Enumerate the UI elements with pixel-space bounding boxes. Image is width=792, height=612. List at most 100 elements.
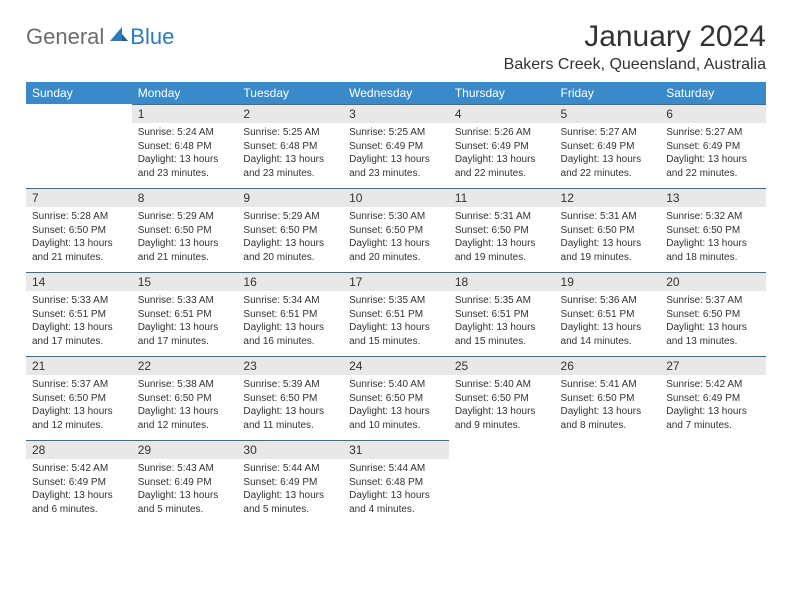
sunrise-line: Sunrise: 5:44 AM bbox=[243, 462, 337, 476]
sunset-line: Sunset: 6:49 PM bbox=[561, 140, 655, 154]
day-number: 30 bbox=[237, 440, 343, 459]
day-details: Sunrise: 5:41 AMSunset: 6:50 PMDaylight:… bbox=[555, 375, 661, 438]
logo: General Blue bbox=[26, 20, 174, 50]
calendar-cell: 20Sunrise: 5:37 AMSunset: 6:50 PMDayligh… bbox=[660, 272, 766, 356]
calendar-cell: 26Sunrise: 5:41 AMSunset: 6:50 PMDayligh… bbox=[555, 356, 661, 440]
daylight-line: Daylight: 13 hours and 21 minutes. bbox=[138, 237, 232, 264]
calendar-cell: 13Sunrise: 5:32 AMSunset: 6:50 PMDayligh… bbox=[660, 188, 766, 272]
day-number: 19 bbox=[555, 272, 661, 291]
daylight-line: Daylight: 13 hours and 7 minutes. bbox=[666, 405, 760, 432]
sunset-line: Sunset: 6:50 PM bbox=[32, 392, 126, 406]
calendar-cell: 11Sunrise: 5:31 AMSunset: 6:50 PMDayligh… bbox=[449, 188, 555, 272]
sunrise-line: Sunrise: 5:25 AM bbox=[349, 126, 443, 140]
sunset-line: Sunset: 6:51 PM bbox=[455, 308, 549, 322]
sunrise-line: Sunrise: 5:30 AM bbox=[349, 210, 443, 224]
day-details: Sunrise: 5:30 AMSunset: 6:50 PMDaylight:… bbox=[343, 207, 449, 270]
day-details: Sunrise: 5:31 AMSunset: 6:50 PMDaylight:… bbox=[449, 207, 555, 270]
sunset-line: Sunset: 6:51 PM bbox=[349, 308, 443, 322]
calendar-cell: 25Sunrise: 5:40 AMSunset: 6:50 PMDayligh… bbox=[449, 356, 555, 440]
day-details: Sunrise: 5:42 AMSunset: 6:49 PMDaylight:… bbox=[26, 459, 132, 522]
day-details: Sunrise: 5:28 AMSunset: 6:50 PMDaylight:… bbox=[26, 207, 132, 270]
sunrise-line: Sunrise: 5:27 AM bbox=[561, 126, 655, 140]
daylight-line: Daylight: 13 hours and 17 minutes. bbox=[138, 321, 232, 348]
sunrise-line: Sunrise: 5:36 AM bbox=[561, 294, 655, 308]
daylight-line: Daylight: 13 hours and 14 minutes. bbox=[561, 321, 655, 348]
daylight-line: Daylight: 13 hours and 15 minutes. bbox=[349, 321, 443, 348]
sunrise-line: Sunrise: 5:24 AM bbox=[138, 126, 232, 140]
daylight-line: Daylight: 13 hours and 20 minutes. bbox=[349, 237, 443, 264]
daylight-line: Daylight: 13 hours and 13 minutes. bbox=[666, 321, 760, 348]
calendar-cell bbox=[26, 104, 132, 188]
day-details: Sunrise: 5:35 AMSunset: 6:51 PMDaylight:… bbox=[449, 291, 555, 354]
calendar-week-row: 21Sunrise: 5:37 AMSunset: 6:50 PMDayligh… bbox=[26, 356, 766, 440]
daylight-line: Daylight: 13 hours and 22 minutes. bbox=[455, 153, 549, 180]
sunrise-line: Sunrise: 5:38 AM bbox=[138, 378, 232, 392]
calendar-cell: 30 Sunrise: 5:44 AMSunset: 6:49 PMDayligh… bbox=[237, 440, 343, 524]
calendar-head: SundayMondayTuesdayWednesdayThursdayFrid… bbox=[26, 82, 766, 104]
calendar-cell: 2Sunrise: 5:25 AMSunset: 6:48 PMDaylight… bbox=[237, 104, 343, 188]
sunset-line: Sunset: 6:49 PM bbox=[666, 140, 760, 154]
day-number: 25 bbox=[449, 356, 555, 375]
logo-text-gray: General bbox=[26, 24, 104, 50]
sunset-line: Sunset: 6:49 PM bbox=[138, 476, 232, 490]
calendar-cell bbox=[449, 440, 555, 524]
daylight-line: Daylight: 13 hours and 22 minutes. bbox=[666, 153, 760, 180]
daylight-line: Daylight: 13 hours and 10 minutes. bbox=[349, 405, 443, 432]
day-number: 3 bbox=[343, 104, 449, 123]
daylight-line: Daylight: 13 hours and 16 minutes. bbox=[243, 321, 337, 348]
day-number: 27 bbox=[660, 356, 766, 375]
day-number: 2 bbox=[237, 104, 343, 123]
calendar-cell: 22Sunrise: 5:38 AMSunset: 6:50 PMDayligh… bbox=[132, 356, 238, 440]
daylight-line: Daylight: 13 hours and 5 minutes. bbox=[243, 489, 337, 516]
daylight-line: Daylight: 13 hours and 15 minutes. bbox=[455, 321, 549, 348]
day-number: 26 bbox=[555, 356, 661, 375]
calendar-cell: 29Sunrise: 5:43 AMSunset: 6:49 PMDayligh… bbox=[132, 440, 238, 524]
calendar-cell: 1Sunrise: 5:24 AMSunset: 6:48 PMDaylight… bbox=[132, 104, 238, 188]
calendar-cell: 18Sunrise: 5:35 AMSunset: 6:51 PMDayligh… bbox=[449, 272, 555, 356]
sunrise-line: Sunrise: 5:42 AM bbox=[666, 378, 760, 392]
sunset-line: Sunset: 6:50 PM bbox=[243, 392, 337, 406]
sunrise-line: Sunrise: 5:27 AM bbox=[666, 126, 760, 140]
day-details: Sunrise: 5:27 AMSunset: 6:49 PMDaylight:… bbox=[555, 123, 661, 186]
day-number: 14 bbox=[26, 272, 132, 291]
sunrise-line: Sunrise: 5:37 AM bbox=[666, 294, 760, 308]
sunset-line: Sunset: 6:50 PM bbox=[32, 224, 126, 238]
sunset-line: Sunset: 6:49 PM bbox=[243, 476, 337, 490]
day-number: 15 bbox=[132, 272, 238, 291]
day-details: Sunrise: 5:44 AMSunset: 6:48 PMDaylight:… bbox=[343, 459, 449, 522]
calendar-cell: 28Sunrise: 5:42 AMSunset: 6:49 PMDayligh… bbox=[26, 440, 132, 524]
calendar-cell: 16Sunrise: 5:34 AMSunset: 6:51 PMDayligh… bbox=[237, 272, 343, 356]
calendar-cell: 9Sunrise: 5:29 AMSunset: 6:50 PMDaylight… bbox=[237, 188, 343, 272]
sunset-line: Sunset: 6:49 PM bbox=[455, 140, 549, 154]
daylight-line: Daylight: 13 hours and 18 minutes. bbox=[666, 237, 760, 264]
day-details: Sunrise: 5:29 AMSunset: 6:50 PMDaylight:… bbox=[132, 207, 238, 270]
sunset-line: Sunset: 6:50 PM bbox=[138, 224, 232, 238]
day-details: Sunrise: 5:37 AMSunset: 6:50 PMDaylight:… bbox=[660, 291, 766, 354]
daylight-line: Daylight: 13 hours and 17 minutes. bbox=[32, 321, 126, 348]
daylight-line: Daylight: 13 hours and 22 minutes. bbox=[561, 153, 655, 180]
day-details: Sunrise: 5:33 AMSunset: 6:51 PMDaylight:… bbox=[132, 291, 238, 354]
calendar-cell: 3Sunrise: 5:25 AMSunset: 6:49 PMDaylight… bbox=[343, 104, 449, 188]
day-number: 31 bbox=[343, 440, 449, 459]
sunset-line: Sunset: 6:51 PM bbox=[561, 308, 655, 322]
day-details: Sunrise: 5:37 AMSunset: 6:50 PMDaylight:… bbox=[26, 375, 132, 438]
sunrise-line: Sunrise: 5:33 AM bbox=[138, 294, 232, 308]
sunrise-line: Sunrise: 5:39 AM bbox=[243, 378, 337, 392]
day-number: 28 bbox=[26, 440, 132, 459]
day-details: Sunrise: 5:29 AMSunset: 6:50 PMDaylight:… bbox=[237, 207, 343, 270]
calendar-cell bbox=[660, 440, 766, 524]
day-details: Sunrise: 5:38 AMSunset: 6:50 PMDaylight:… bbox=[132, 375, 238, 438]
sunrise-line: Sunrise: 5:44 AM bbox=[349, 462, 443, 476]
daylight-line: Daylight: 13 hours and 23 minutes. bbox=[349, 153, 443, 180]
weekday-header: Tuesday bbox=[237, 82, 343, 104]
day-details: Sunrise: 5:31 AMSunset: 6:50 PMDaylight:… bbox=[555, 207, 661, 270]
sunrise-line: Sunrise: 5:34 AM bbox=[243, 294, 337, 308]
daylight-line: Daylight: 13 hours and 21 minutes. bbox=[32, 237, 126, 264]
calendar-cell: 4Sunrise: 5:26 AMSunset: 6:49 PMDaylight… bbox=[449, 104, 555, 188]
sunset-line: Sunset: 6:50 PM bbox=[666, 308, 760, 322]
sunset-line: Sunset: 6:50 PM bbox=[243, 224, 337, 238]
sunset-line: Sunset: 6:50 PM bbox=[561, 224, 655, 238]
calendar-cell: 7Sunrise: 5:28 AMSunset: 6:50 PMDaylight… bbox=[26, 188, 132, 272]
daylight-line: Daylight: 13 hours and 20 minutes. bbox=[243, 237, 337, 264]
day-number: 11 bbox=[449, 188, 555, 207]
